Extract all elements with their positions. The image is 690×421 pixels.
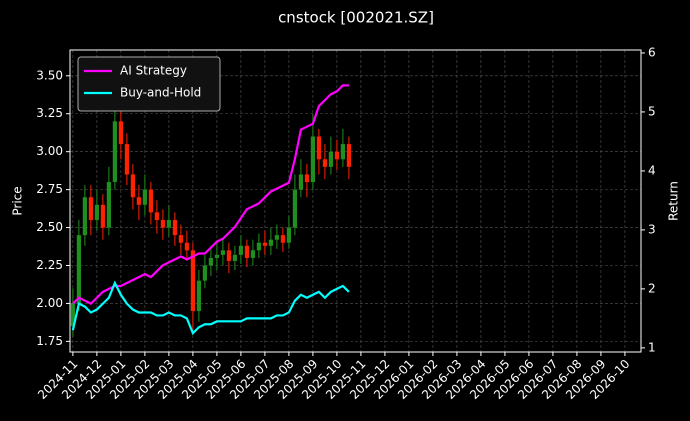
candle-body [328,151,333,167]
candle-body [196,280,201,312]
y2-tick-label: 2 [648,281,656,295]
legend-box [77,56,221,112]
y-tick-label: 1.75 [36,334,63,348]
candle-body [340,144,345,160]
candle-body [106,182,111,228]
candle-body [124,144,129,175]
y2-tick-label: 3 [648,222,656,236]
candle-body [172,219,177,236]
candle-body [274,235,279,240]
line [71,280,350,336]
candle-body [268,239,273,246]
y-tick-label: 3.00 [36,144,63,158]
candle-body [250,250,255,258]
candle-body [292,189,297,228]
plot-frame [69,49,642,353]
candle-body [220,250,225,255]
candle-body [310,136,315,183]
y-tick-label: 2.25 [36,258,63,272]
candle-body [214,254,219,258]
y2-tick-label: 4 [648,163,656,177]
legend: AI Strategy Buy-and-Hold [77,56,221,112]
candle-body [226,250,231,261]
y2-axis-label: Return [667,181,681,221]
candle-body [262,242,267,246]
candle-body [298,174,303,190]
candle-body [190,250,195,312]
candle-body [142,189,147,205]
chart-title: cnstock [002021.SZ] [278,9,434,27]
candle-body [286,227,291,243]
candle-body [136,197,141,205]
candle-body [256,242,261,251]
candle-body [118,121,123,145]
candle-body [148,189,153,213]
candle-body [178,235,183,243]
y-tick-label: 2.50 [36,220,63,234]
candle-body [70,303,75,327]
candle-body [154,212,159,220]
candle-body [316,136,321,160]
y-tick-label: 3.25 [36,106,63,120]
candle-body [160,219,165,228]
candle-body [100,204,105,228]
y-tick-label: 3.50 [36,68,63,82]
candle-body [112,121,117,183]
candle-body [232,254,237,261]
candle-body [88,197,93,220]
candle-body [322,159,327,167]
y2-tick-label: 6 [648,45,656,59]
y-axis-label: Price [11,186,25,215]
candle-body [244,245,249,258]
candle-body [202,265,207,281]
y-tick-label: 2.75 [36,182,63,196]
legend-label: AI Strategy [120,64,187,78]
legend-label: Buy-and-Hold [120,86,201,100]
candle-body [76,235,81,304]
candle-body [334,151,339,160]
candle-body [238,245,243,255]
y2-tick-label: 1 [648,340,656,354]
candle-body [208,257,213,266]
candle-body [346,144,351,167]
candle-body [184,242,189,251]
y2-tick-label: 5 [648,104,656,118]
candle-body [280,235,285,243]
candle-body [304,174,309,183]
candle-body [130,174,135,198]
candle-body [166,219,171,228]
candle-body [82,197,87,236]
y-tick-label: 2.00 [36,296,63,310]
candle-body [94,204,99,220]
line [72,84,349,305]
